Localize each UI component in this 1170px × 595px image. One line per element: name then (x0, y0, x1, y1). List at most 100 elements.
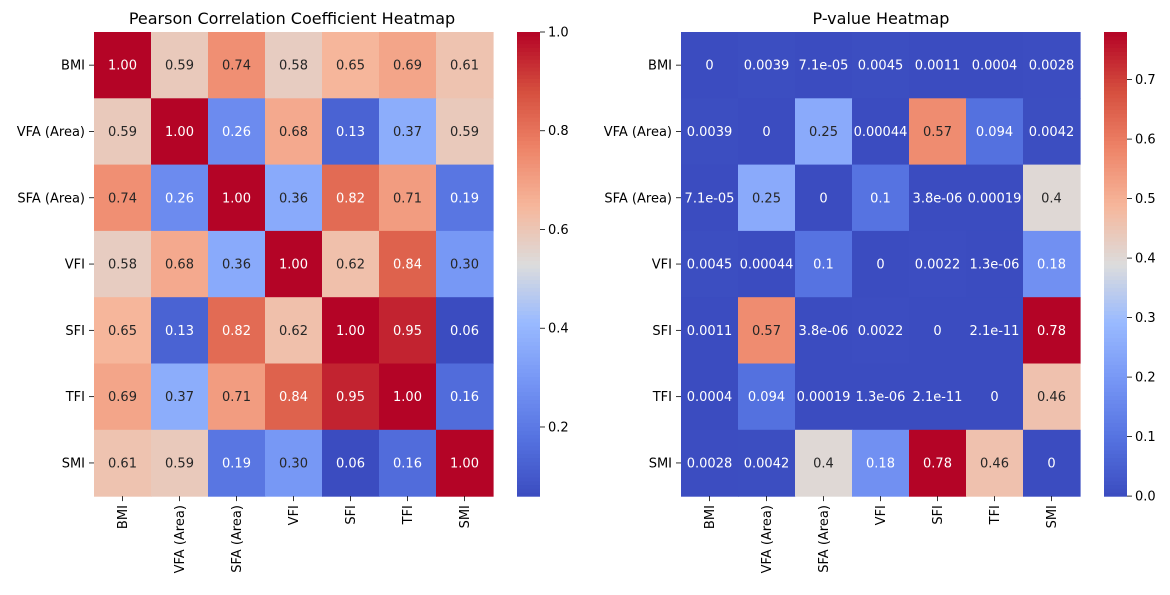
pvalue-cell-label: 2.1e-11 (970, 324, 1020, 339)
correlation-cell-label: 0.26 (165, 191, 194, 206)
pvalue-cell-label: 0 (876, 258, 884, 273)
pvalue-colorbar-segment (1104, 314, 1127, 319)
pvalue-y-tick-label: SMI (649, 456, 672, 471)
pvalue-colorbar-segment (1104, 480, 1127, 486)
pvalue-colorbar-segment (1104, 345, 1127, 350)
correlation-colorbar-segment (517, 229, 540, 234)
correlation-colorbar-segment (517, 55, 540, 60)
correlation-x-tick-label: BMI (116, 505, 131, 529)
correlation-cell-label: 0.06 (450, 324, 479, 339)
pvalue-cell-bmi-smi (1023, 32, 1081, 99)
correlation-cell-label: 0.13 (165, 324, 194, 339)
correlation-colorbar-segment (517, 62, 540, 68)
correlation-colorbar-segment (517, 318, 540, 323)
pvalue-colorbar-segment (1104, 399, 1127, 404)
pvalue-colorbar-segment (1104, 492, 1127, 497)
correlation-cell-label: 0.65 (336, 59, 365, 74)
correlation-colorbar-segment (517, 163, 540, 168)
pvalue-colorbar-segment (1104, 488, 1127, 493)
correlation-colorbar-segment (517, 411, 540, 416)
pvalue-cell-sfi-sfi (909, 297, 967, 365)
pvalue-colorbar-segment (1104, 86, 1127, 91)
pvalue-colorbar-segment (1104, 32, 1127, 37)
correlation-cell-vfi-vfa-area (151, 230, 209, 298)
correlation-colorbar-segment (517, 449, 540, 455)
pvalue-colorbar-segment (1104, 364, 1127, 370)
correlation-colorbar-segment (517, 70, 540, 76)
correlation-colorbar-segment (517, 414, 540, 420)
pvalue-cell-smi-sfi (909, 429, 967, 497)
pvalue-colorbar-segment (1104, 353, 1127, 358)
pvalue-cell-bmi-bmi (681, 32, 739, 99)
pvalue-x-tick-label: VFI (874, 505, 889, 525)
pvalue-colorbar-segment (1104, 171, 1127, 176)
correlation-colorbar-segment (517, 202, 540, 207)
correlation-colorbar-tick-label: 0.6 (548, 223, 569, 238)
pvalue-cell-vfi-bmi (681, 230, 739, 298)
pvalue-colorbar-segment (1104, 395, 1127, 401)
correlation-colorbar-segment (517, 325, 540, 331)
correlation-x-tick-label: SMI (458, 505, 473, 528)
pvalue-cell-label: 0.78 (923, 456, 952, 471)
pvalue-cell-smi-vfi (852, 429, 910, 497)
pvalue-colorbar-segment (1104, 264, 1127, 269)
pvalue-colorbar-segment (1104, 252, 1127, 257)
pvalue-colorbar-segment (1104, 90, 1127, 95)
correlation-colorbar-segment (517, 287, 540, 292)
correlation-colorbar-segment (517, 445, 540, 451)
pvalue-colorbar-segment (1104, 461, 1127, 466)
pvalue-colorbar-segment (1104, 47, 1127, 52)
correlation-cell-vfi-smi (436, 230, 494, 298)
correlation-colorbar-tick-label: 0.4 (548, 322, 569, 337)
pvalue-colorbar-segment (1104, 349, 1127, 354)
pvalue-colorbar-segment (1104, 411, 1127, 416)
correlation-colorbar-segment (517, 322, 540, 327)
correlation-cell-tfi-smi (436, 363, 494, 431)
correlation-cell-label: 0.30 (450, 258, 479, 273)
correlation-colorbar-segment (517, 175, 540, 180)
correlation-cell-smi-sfa-area (208, 429, 266, 497)
correlation-colorbar-segment (517, 47, 540, 52)
pvalue-cell-tfi-sfa-area (795, 363, 853, 431)
pvalue-colorbar-segment (1104, 66, 1127, 72)
pvalue-cell-sfi-sfa-area (795, 297, 853, 365)
correlation-cell-label: 0.61 (450, 59, 479, 74)
correlation-colorbar-segment (517, 132, 540, 138)
correlation-colorbar-segment (517, 294, 540, 300)
pvalue-colorbar-segment (1104, 356, 1127, 362)
correlation-colorbar-segment (517, 128, 540, 134)
pvalue-cell-vfa-area-sfi (909, 98, 967, 166)
correlation-colorbar-segment (517, 86, 540, 91)
correlation-cell-tfi-sfa-area (208, 363, 266, 431)
pvalue-cell-bmi-vfi (852, 32, 910, 99)
correlation-colorbar-segment (517, 345, 540, 350)
correlation-y-tick-label: VFA (Area) (17, 125, 85, 140)
correlation-cell-smi-smi (436, 429, 494, 497)
correlation-cell-label: 0.58 (279, 59, 308, 74)
correlation-colorbar-segment (517, 453, 540, 459)
correlation-colorbar-segment (517, 283, 540, 288)
correlation-x-tick-label: VFA (Area) (173, 505, 188, 573)
pvalue-colorbar-segment (1104, 194, 1127, 199)
correlation-colorbar-segment (517, 360, 540, 366)
correlation-colorbar-segment (517, 105, 540, 110)
pvalue-y-tick-label: VFI (652, 258, 672, 273)
correlation-cell-sfa-area-sfa-area (208, 164, 266, 232)
pvalue-y-tick-label: SFI (652, 324, 672, 339)
correlation-cell-sfi-smi (436, 297, 494, 365)
pvalue-cell-vfi-tfi (966, 230, 1024, 298)
correlation-cell-smi-sfi (322, 429, 380, 497)
pvalue-colorbar-segment (1104, 178, 1127, 184)
pvalue-colorbar-tick-label: 0.2 (1135, 371, 1156, 386)
correlation-colorbar-segment (517, 364, 540, 370)
correlation-colorbar-segment (517, 178, 540, 184)
pvalue-cell-sfi-smi (1023, 297, 1081, 365)
pvalue-colorbar-segment (1104, 407, 1127, 412)
pvalue-cell-smi-smi (1023, 429, 1081, 497)
pvalue-x-tick-label: SMI (1045, 505, 1060, 528)
pvalue-cell-label: 0.46 (1037, 390, 1066, 405)
correlation-colorbar-segment (517, 240, 540, 246)
pvalue-x-tick-label: BMI (703, 505, 718, 529)
pvalue-cell-sfi-vfi (852, 297, 910, 365)
pvalue-colorbar-segment (1104, 233, 1127, 238)
